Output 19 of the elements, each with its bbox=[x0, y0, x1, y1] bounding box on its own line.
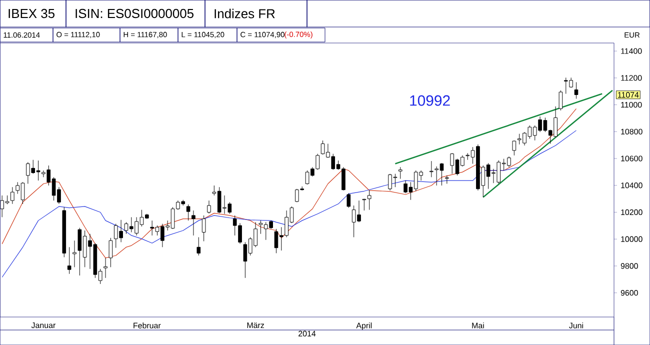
chart-title: IBEX 35 bbox=[8, 8, 54, 18]
candlestick bbox=[430, 160, 434, 178]
line-series bbox=[2, 108, 577, 258]
candlestick bbox=[558, 90, 563, 111]
annotation: 10992 bbox=[410, 95, 450, 106]
line-series bbox=[2, 130, 577, 278]
candlestick bbox=[108, 238, 113, 268]
chart-subtitle: ISIN: ES0SI0000005 bbox=[76, 8, 194, 18]
candlestick bbox=[367, 190, 372, 210]
candlestick bbox=[207, 200, 211, 214]
candlestick bbox=[202, 215, 206, 242]
text: Indizes FR bbox=[214, 8, 275, 18]
candlestick bbox=[104, 258, 108, 278]
candlestick bbox=[186, 204, 190, 221]
candlestick bbox=[398, 166, 402, 180]
candlestick bbox=[192, 210, 196, 236]
candlestick bbox=[512, 140, 516, 156]
candlestick bbox=[72, 240, 76, 268]
candlestick bbox=[445, 175, 449, 184]
